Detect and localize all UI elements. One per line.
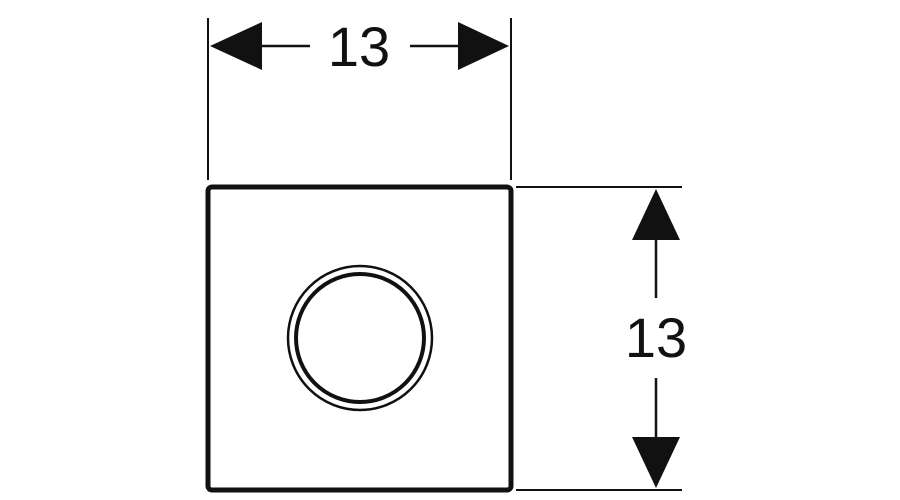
height-label: 13 <box>625 306 687 369</box>
height-arrow-top <box>632 189 680 240</box>
width-label: 13 <box>328 15 390 78</box>
width-arrow-left <box>210 22 262 70</box>
round-button <box>286 264 434 412</box>
width-dimension: 13 <box>207 15 512 180</box>
width-arrow-right <box>458 22 509 70</box>
button-outer-ring <box>286 264 434 412</box>
button-inner-ring <box>294 272 426 404</box>
height-arrow-bottom <box>632 437 680 488</box>
height-dimension: 13 <box>516 186 687 491</box>
square-plate-outline <box>205 184 514 493</box>
